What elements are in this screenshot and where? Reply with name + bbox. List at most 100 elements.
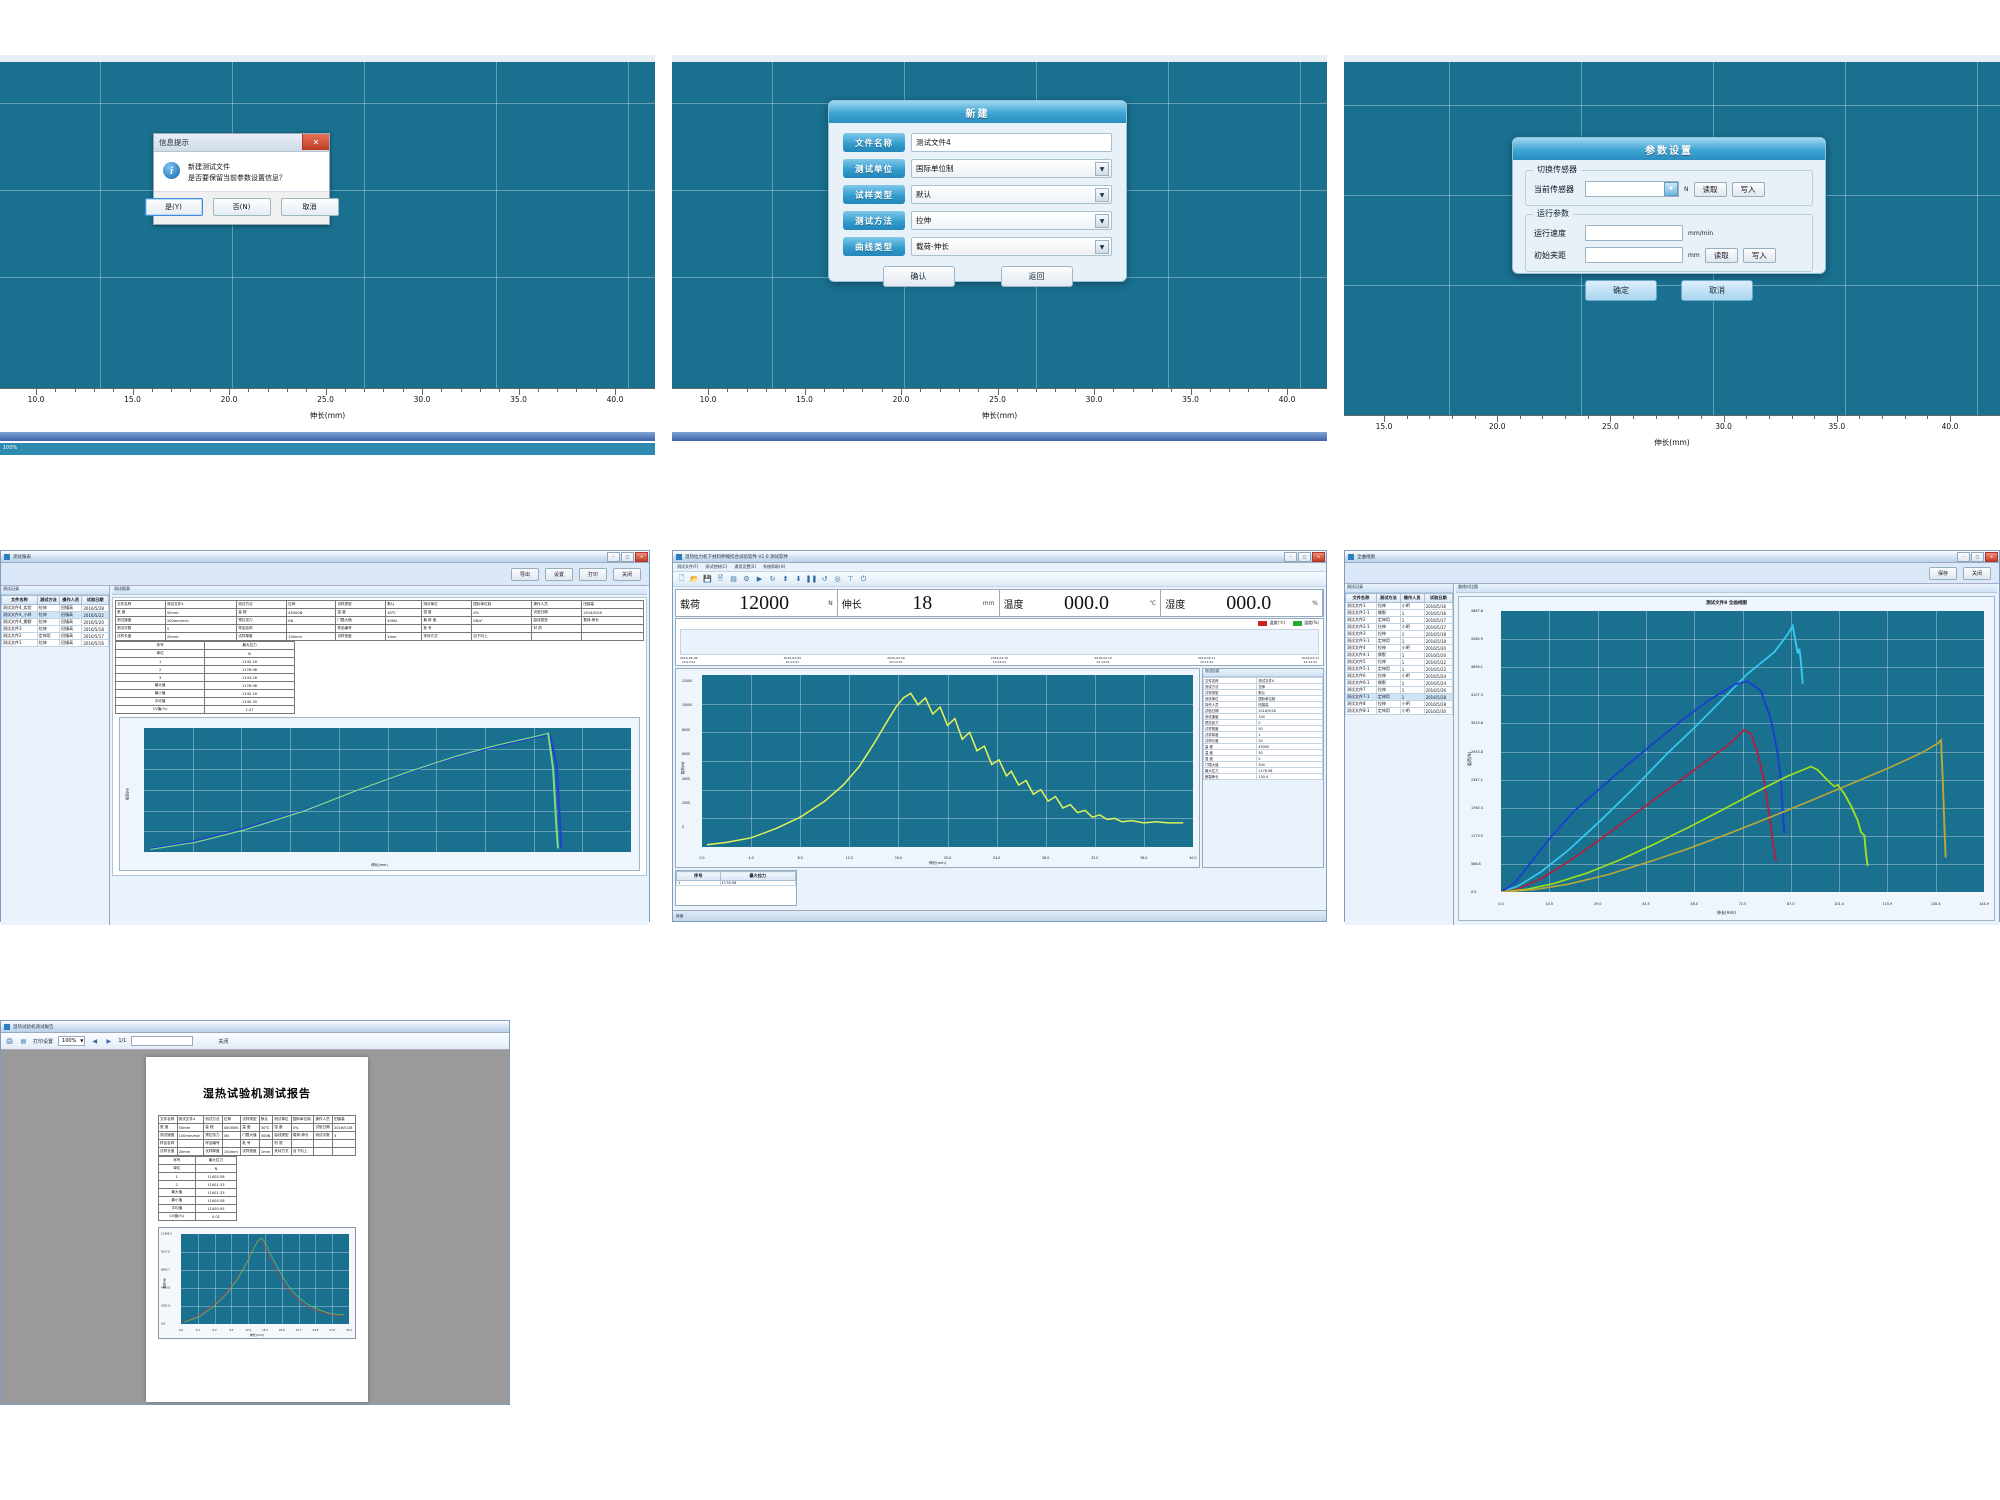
table-row[interactable]: 测试文件7 拉伸 1 2016/5/26: [1345, 686, 1454, 694]
page-setup-icon[interactable]: ▤: [20, 1037, 27, 1045]
table-row[interactable]: 测试文件1 拉伸 小明 2016/5/16: [1345, 602, 1454, 610]
table-row[interactable]: 测试文件2 定伸用 1 2016/5/17: [1345, 616, 1454, 624]
gear-icon[interactable]: ⚙: [743, 575, 750, 583]
play-icon[interactable]: ▶: [756, 575, 763, 583]
prev-page-icon[interactable]: ◀: [92, 1037, 98, 1045]
table-row[interactable]: 测试文件5-1 定伸用 1 2016/5/22: [1345, 665, 1454, 673]
table-row[interactable]: 测试文件3 拉伸 1 2016/5/18: [1345, 630, 1454, 638]
close-icon[interactable]: ✕: [302, 134, 329, 150]
speed-input[interactable]: [1585, 225, 1683, 241]
table-row[interactable]: 测试文件4 拉伸 小明 2016/5/20: [1345, 644, 1454, 652]
sensor-select[interactable]: ▼: [1585, 181, 1679, 197]
window-titlebar[interactable]: 测试报表 – ▢ ✕: [1, 551, 649, 563]
yes-button[interactable]: 是(Y): [144, 198, 203, 216]
open-file-icon[interactable]: 📂: [690, 575, 699, 583]
records-table[interactable]: 文件名称 测试方法 操作人员 试验日期 测试文件4_实验 拉伸 田镇高 2016/5/28 测…: [1, 595, 109, 647]
print-icon[interactable]: 🖨: [5, 1037, 14, 1045]
sensor-write-button[interactable]: 写入: [1731, 181, 1765, 197]
menu-item[interactable]: 测试文件(F): [677, 564, 699, 569]
table-row[interactable]: 测试文件4_实验 拉伸 田镇高 2016/5/28: [1, 604, 109, 612]
table-row[interactable]: 测试文件2 定伸用 田镇高 2016/5/17: [1, 632, 109, 640]
table-row[interactable]: 测试文件3 拉伸 田镇高 2016/5/18: [1, 625, 109, 633]
sample-type-select[interactable]: 默认 ▼: [911, 185, 1112, 204]
print-button[interactable]: 打印: [578, 567, 607, 581]
next-page-icon[interactable]: ▶: [106, 1037, 112, 1045]
minimize-icon[interactable]: –: [1284, 551, 1297, 562]
chart-x-tick-label: 24.0: [993, 856, 1001, 860]
window-titlebar[interactable]: 全曲线图 – ▢ ✕: [1345, 551, 1999, 563]
window-titlebar[interactable]: 湿热拉力机下材料伸缩综合试验软件 V1.0 测试软件 – ▢ ✕: [673, 551, 1326, 563]
chevron-down-icon[interactable]: ▼: [1095, 214, 1109, 228]
gap-write-button[interactable]: 写入: [1742, 247, 1776, 263]
close-icon[interactable]: ✕: [1312, 551, 1325, 562]
no-button[interactable]: 否(N): [212, 198, 271, 216]
chevron-down-icon[interactable]: ▼: [1664, 182, 1678, 196]
menu-item[interactable]: 测试控制(C): [705, 564, 728, 569]
table-row[interactable]: 测试文件2-1 拉伸 小明 2016/5/17: [1345, 623, 1454, 631]
sensor-read-button[interactable]: 读取: [1693, 181, 1727, 197]
close-label[interactable]: 关闭: [218, 1038, 229, 1045]
chevron-down-icon[interactable]: ▼: [1095, 240, 1109, 254]
maximize-icon[interactable]: ▢: [1971, 551, 1984, 562]
undo-icon[interactable]: ↺: [821, 575, 828, 583]
cancel-button[interactable]: 取消: [1681, 280, 1753, 301]
grid-line: [702, 761, 1193, 762]
settings-button[interactable]: 设置: [544, 567, 573, 581]
save-icon[interactable]: 💾: [703, 575, 712, 583]
power-icon[interactable]: ⏻: [860, 574, 867, 583]
maximize-icon[interactable]: ▢: [1298, 551, 1311, 562]
method-select[interactable]: 拉伸 ▼: [911, 211, 1112, 230]
table-row[interactable]: 测试文件6 拉伸 小明 2016/5/24: [1345, 672, 1454, 680]
gap-read-button[interactable]: 读取: [1704, 247, 1738, 263]
export-button[interactable]: 导出: [510, 567, 539, 581]
new-file-icon[interactable]: 🗋: [678, 573, 685, 582]
table-row[interactable]: 测试文件4-1 撕裂 1 2016/5/20: [1345, 651, 1454, 659]
back-button[interactable]: 返回: [1000, 266, 1073, 287]
table-row[interactable]: 测试文件3-1 定伸用 1 2016/5/18: [1345, 637, 1454, 645]
chevron-down-icon[interactable]: ▼: [1095, 162, 1109, 176]
table-row[interactable]: 测试文件6-1 撕裂 1 2016/5/24: [1345, 679, 1454, 687]
report-icon[interactable]: ▤: [730, 575, 737, 583]
close-button[interactable]: 关闭: [1962, 566, 1991, 580]
chart-plot-area: [1501, 611, 1985, 893]
menu-item[interactable]: 通用设置(S): [734, 564, 757, 569]
close-icon[interactable]: ✕: [1985, 551, 1998, 562]
table-row[interactable]: 测试文件5 拉伸 1 2016/5/22: [1345, 658, 1454, 666]
table-row[interactable]: 测试文件1-1 撕裂 1 2016/5/16: [1345, 609, 1454, 617]
unit-select[interactable]: 国际单位制 ▼: [911, 159, 1112, 178]
export-icon[interactable]: 🖹: [717, 573, 724, 582]
chevron-down-icon[interactable]: ▼: [1095, 188, 1109, 202]
close-icon[interactable]: ✕: [635, 551, 648, 562]
down-icon[interactable]: ⬇: [795, 575, 802, 583]
dialog-titlebar[interactable]: 信息提示 ✕: [154, 134, 329, 152]
window-titlebar[interactable]: 湿热试验机测试报告: [1, 1021, 509, 1033]
gap-input[interactable]: [1585, 247, 1683, 263]
cancel-button[interactable]: 取消: [280, 198, 339, 216]
minimize-icon[interactable]: –: [607, 551, 620, 562]
confirm-button[interactable]: 确认: [882, 266, 955, 287]
minimize-icon[interactable]: –: [1957, 551, 1970, 562]
table-row[interactable]: 测试文件8-1 定伸用 小明 2016/5/30: [1345, 707, 1454, 715]
ok-button[interactable]: 确定: [1585, 280, 1657, 301]
filename-input[interactable]: 测试文件4: [911, 133, 1112, 152]
table-row[interactable]: 1 1176.98: [676, 880, 796, 886]
records-table[interactable]: 文件名称 测试方法 操作人员 试验日期 测试文件1 拉伸 小明 2016/5/16 测试文件1…: [1345, 593, 1454, 715]
chevron-down-icon[interactable]: ▼: [80, 1038, 84, 1043]
table-row[interactable]: 测试文件4_撕裂 拉伸 田镇高 2016/5/20: [1, 618, 109, 626]
zoom-select[interactable]: 100% ▼: [58, 1036, 86, 1046]
table-row[interactable]: 测试文件7-1 定伸用 1 2016/5/28: [1345, 693, 1454, 701]
clamp-icon[interactable]: ⊤: [847, 575, 854, 583]
table-row[interactable]: 测试文件1 拉伸 田镇高 2016/5/16: [1, 639, 109, 647]
up-icon[interactable]: ⬆: [782, 575, 789, 583]
pause-icon[interactable]: ❚❚: [805, 575, 818, 583]
maximize-icon[interactable]: ▢: [621, 551, 634, 562]
table-row[interactable]: 测试文件4_小样 拉伸 田镇高 2016/5/22: [1, 611, 109, 619]
reset-icon[interactable]: ↻: [769, 575, 776, 583]
save-button[interactable]: 保存: [1928, 566, 1957, 580]
menu-item[interactable]: 系统帮助(H): [763, 564, 786, 569]
curve-type-select[interactable]: 载荷-伸长 ▼: [911, 237, 1112, 256]
zoom-icon[interactable]: ◎: [834, 575, 841, 583]
table-row[interactable]: 测试文件8 拉伸 小明 2016/5/28: [1345, 700, 1454, 708]
page-input[interactable]: [131, 1036, 194, 1046]
close-button[interactable]: 关闭: [612, 567, 641, 581]
